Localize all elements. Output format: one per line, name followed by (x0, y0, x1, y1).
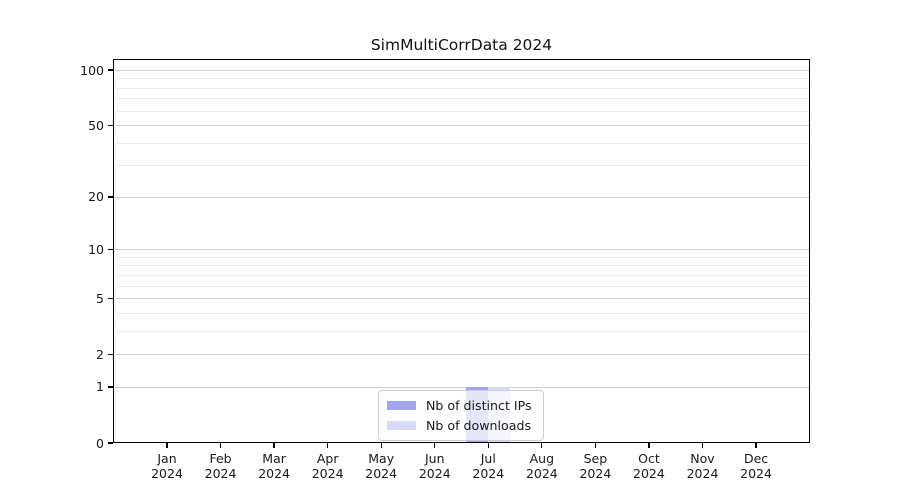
x-tick-year: 2024 (740, 466, 772, 481)
x-tick-mark (594, 443, 597, 448)
minor-gridline (113, 256, 810, 258)
x-tick-label: Feb 2024 (193, 451, 249, 481)
x-tick-month: Sep (583, 451, 608, 466)
x-tick-month: May (368, 451, 395, 466)
major-gridline (113, 196, 810, 198)
major-gridline (113, 70, 810, 71)
minor-gridline (113, 142, 810, 144)
major-gridline (113, 125, 810, 127)
x-tick-label: Dec 2024 (728, 451, 784, 481)
plot-area: Nb of distinct IPs Nb of downloads (113, 59, 810, 443)
major-gridline (113, 249, 810, 251)
x-tick-mark (648, 443, 650, 448)
x-tick-year: 2024 (472, 466, 505, 481)
x-tick-mark (380, 443, 382, 448)
y-tick-mark (108, 386, 113, 388)
major-gridline (113, 298, 810, 300)
y-tick-label: 50 (88, 117, 104, 133)
x-tick-label: May 2024 (353, 451, 409, 481)
y-tick-label: 20 (88, 189, 104, 205)
x-tick-year: 2024 (204, 466, 237, 481)
x-tick-mark (273, 443, 275, 448)
y-tick-label: 1 (96, 379, 104, 395)
y-tick-mark (108, 69, 113, 71)
x-tick-month: Oct (638, 451, 660, 466)
x-tick-year: 2024 (365, 466, 398, 481)
x-tick-year: 2024 (579, 466, 612, 481)
legend-label: Nb of downloads (426, 418, 532, 433)
x-tick-label: Jun 2024 (407, 451, 463, 481)
minor-gridline (113, 98, 810, 100)
x-tick-mark (327, 443, 329, 448)
x-tick-month: Feb (209, 451, 232, 466)
x-tick-mark (166, 443, 168, 448)
legend-item: Nb of distinct IPs (387, 396, 535, 415)
legend-swatch (387, 400, 416, 411)
minor-gridline (113, 265, 810, 267)
x-tick-year: 2024 (686, 466, 719, 481)
minor-gridline (113, 110, 810, 112)
x-tick-year: 2024 (418, 466, 451, 481)
x-tick-label: Apr 2024 (300, 451, 356, 481)
y-tick-mark (108, 442, 113, 444)
y-tick-mark (108, 196, 113, 198)
y-tick-label: 0 (96, 435, 104, 451)
major-gridline (113, 354, 810, 356)
x-tick-mark (701, 443, 704, 448)
minor-gridline (113, 87, 810, 89)
x-tick-month: Jan (157, 451, 177, 466)
legend-swatch (387, 420, 416, 431)
x-tick-label: Jul 2024 (460, 451, 516, 481)
x-tick-year: 2024 (311, 466, 344, 481)
x-tick-month: Apr (316, 451, 339, 466)
minor-gridline (113, 285, 810, 287)
x-tick-mark (541, 443, 543, 448)
x-tick-month: Jul (480, 451, 496, 466)
minor-gridline (113, 274, 810, 276)
x-tick-label: Oct 2024 (621, 451, 677, 481)
x-tick-year: 2024 (525, 466, 558, 481)
x-tick-mark (755, 443, 757, 448)
minor-gridline (113, 165, 810, 167)
y-tick-mark (108, 297, 113, 299)
y-tick-mark (108, 124, 113, 126)
plot-frame (113, 59, 810, 443)
chart-title: SimMultiCorrData 2024 (370, 36, 553, 54)
y-tick-label: 2 (96, 346, 104, 362)
x-tick-month: Mar (262, 451, 286, 466)
x-tick-mark (219, 443, 222, 448)
minor-gridline (113, 330, 810, 332)
x-tick-label: Mar 2024 (246, 451, 302, 481)
x-tick-label: Aug 2024 (514, 451, 570, 481)
x-tick-month: Jun (424, 451, 445, 466)
x-tick-label: Jan 2024 (139, 451, 195, 481)
x-tick-year: 2024 (258, 466, 290, 481)
x-tick-mark (434, 443, 436, 448)
x-tick-label: Nov 2024 (675, 451, 731, 481)
x-tick-month: Dec (743, 451, 769, 466)
legend: Nb of distinct IPs Nb of downloads (378, 390, 544, 441)
y-tick-mark (108, 353, 113, 355)
x-tick-label: Sep 2024 (567, 451, 623, 481)
y-tick-label: 10 (88, 241, 104, 257)
x-tick-month: Aug (529, 451, 555, 466)
x-tick-year: 2024 (633, 466, 665, 481)
major-gridline (113, 386, 810, 388)
legend-item: Nb of downloads (387, 416, 535, 435)
y-tick-label: 100 (80, 62, 104, 78)
minor-gridline (113, 78, 810, 80)
legend-label: Nb of distinct IPs (426, 398, 532, 413)
minor-gridline (113, 312, 810, 314)
y-tick-label: 5 (96, 290, 104, 306)
x-tick-year: 2024 (151, 466, 183, 481)
y-tick-mark (108, 248, 113, 250)
x-tick-month: Nov (690, 451, 715, 466)
x-tick-mark (487, 443, 489, 448)
